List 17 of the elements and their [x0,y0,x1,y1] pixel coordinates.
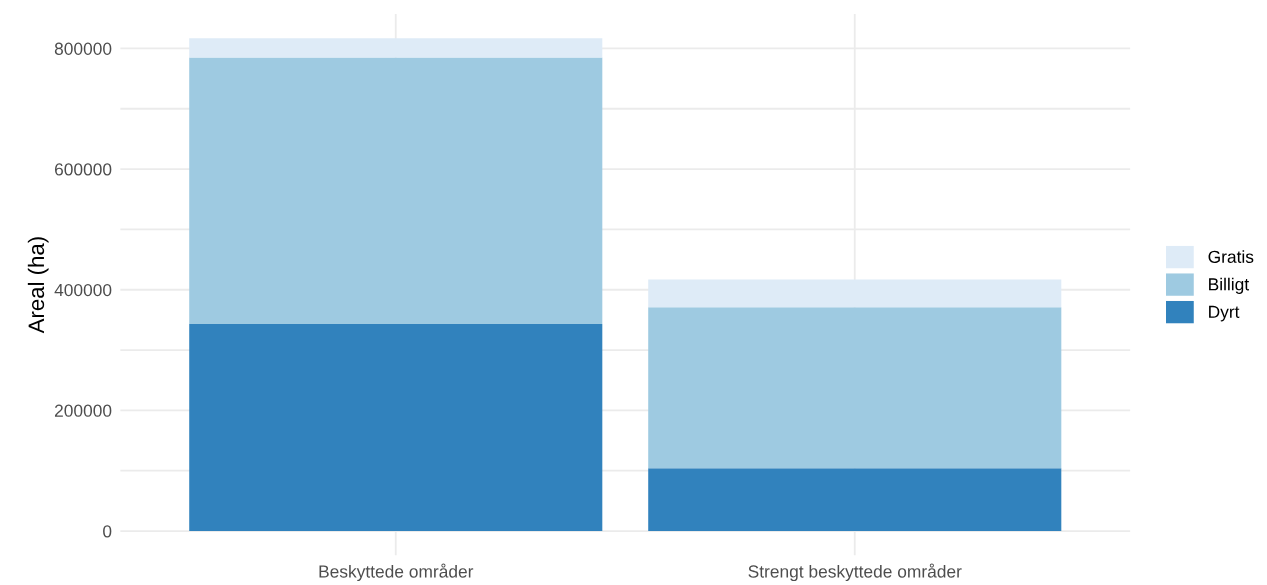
bar [189,324,603,532]
bar [648,279,1062,308]
bar [189,57,603,325]
y-tick-label: 200000 [54,404,112,417]
y-tick-label: 0 [103,525,112,538]
y-tick-label: 800000 [54,42,112,55]
y-tick-label: 600000 [54,163,112,176]
y-axis-title: Areal (ha) [27,237,49,334]
x-tick-label: Beskyttede områder [319,563,474,582]
bar [648,468,1062,532]
x-tick-label: Strengt beskyttede områder [748,563,962,582]
bar [189,38,603,58]
bar [648,307,1062,469]
y-tick-label: 400000 [54,283,112,297]
legend-label: Dyrt [1209,305,1240,322]
legend-label: Billigt [1209,277,1250,294]
legend-label: Gratis [1208,250,1254,263]
